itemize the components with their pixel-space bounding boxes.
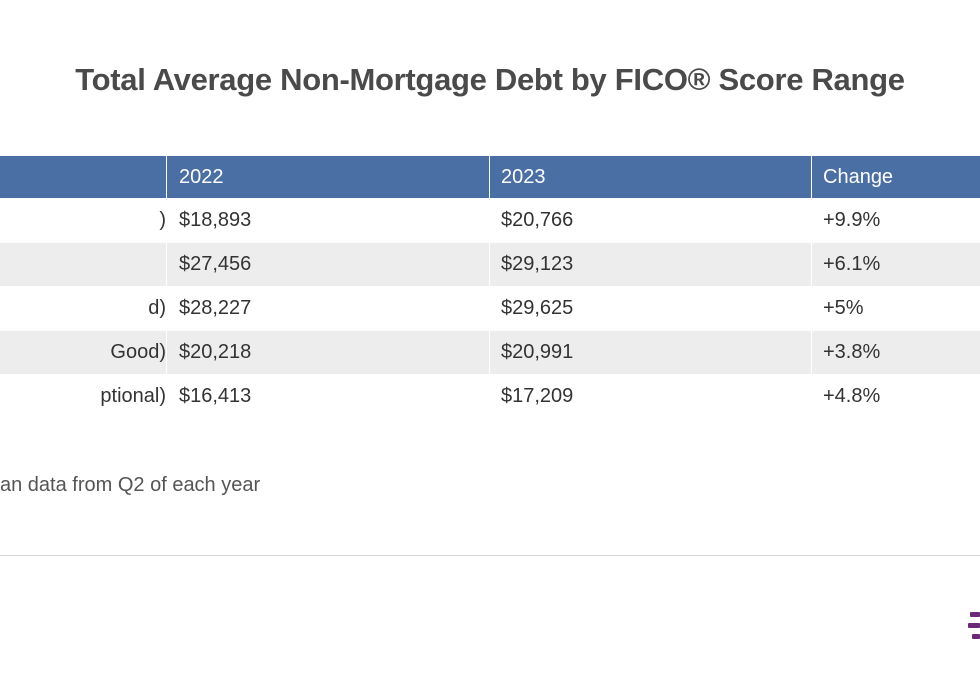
data-table: 2022 2023 Change ) $18,893 $20,766 +9.9%… <box>0 156 980 419</box>
value-2022: $20,218 <box>166 331 489 374</box>
source-note: an data from Q2 of each year <box>0 474 261 496</box>
table-row: ptional) $16,413 $17,209 +4.8% <box>0 375 980 419</box>
value-change: +3.8% <box>811 331 980 374</box>
value-2023: $29,625 <box>489 287 811 330</box>
value-change: +6.1% <box>811 243 980 286</box>
value-2023: $29,123 <box>489 243 811 286</box>
brand-logo-icon <box>968 612 980 639</box>
table-row: Good) $20,218 $20,991 +3.8% <box>0 331 980 375</box>
header-cell-2022: 2022 <box>166 156 489 198</box>
value-2023: $20,766 <box>489 199 811 242</box>
row-label: ) <box>159 209 166 231</box>
value-change: +5% <box>811 287 980 330</box>
table-row: $27,456 $29,123 +6.1% <box>0 243 980 287</box>
chart-title: Total Average Non-Mortgage Debt by FICO®… <box>75 62 905 97</box>
value-2022: $28,227 <box>166 287 489 330</box>
table-row: ) $18,893 $20,766 +9.9% <box>0 199 980 243</box>
row-label: d) <box>148 297 166 319</box>
value-2022: $18,893 <box>166 199 489 242</box>
value-change: +9.9% <box>811 199 980 242</box>
value-2022: $27,456 <box>166 243 489 286</box>
header-cell-range <box>0 156 166 198</box>
table-header-row: 2022 2023 Change <box>0 156 980 199</box>
value-change: +4.8% <box>811 375 980 418</box>
row-label: Good) <box>110 341 166 363</box>
footer-divider <box>0 555 980 556</box>
value-2022: $16,413 <box>166 375 489 418</box>
value-2023: $20,991 <box>489 331 811 374</box>
value-2023: $17,209 <box>489 375 811 418</box>
header-cell-change: Change <box>811 156 980 198</box>
row-label <box>0 243 166 286</box>
row-label: ptional) <box>100 385 166 407</box>
header-cell-2023: 2023 <box>489 156 811 198</box>
table-row: d) $28,227 $29,625 +5% <box>0 287 980 331</box>
